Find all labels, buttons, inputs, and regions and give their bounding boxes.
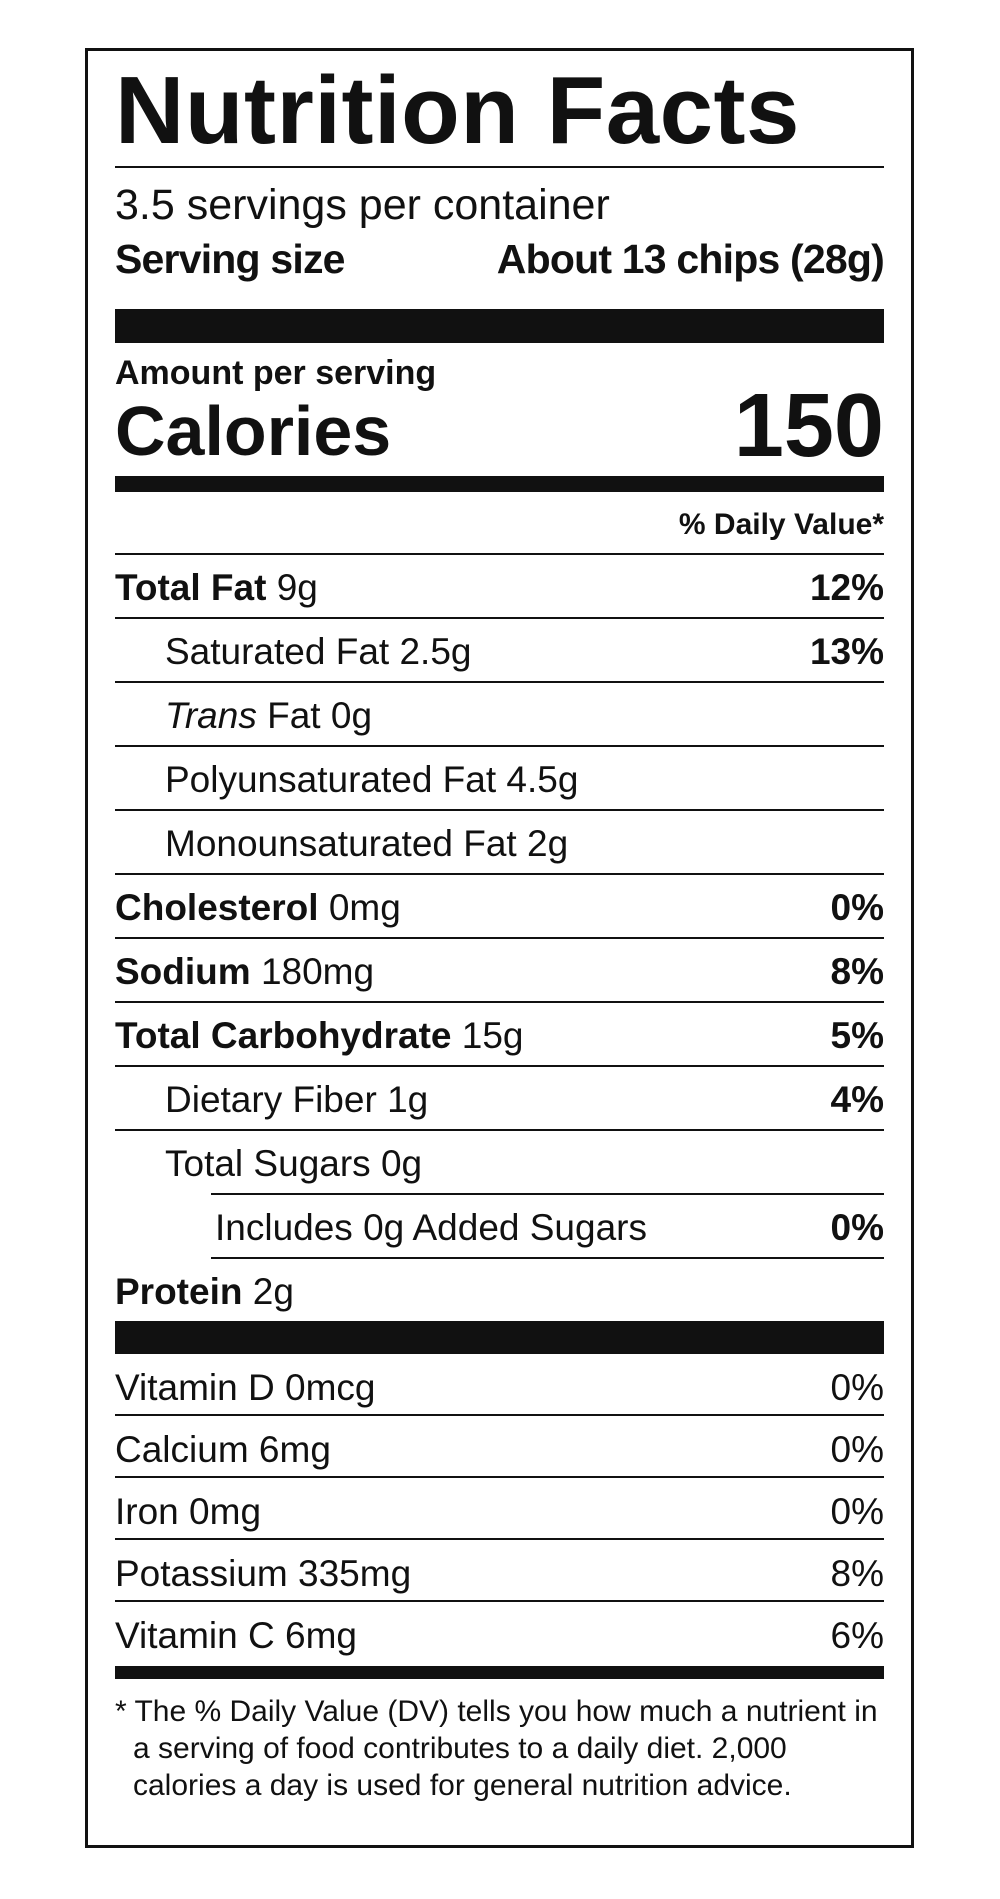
nutrient-amount: 0g	[330, 695, 373, 736]
daily-value: 0%	[830, 1367, 884, 1408]
serving-size: Serving size About 13 chips (28g)	[115, 231, 885, 297]
vitamin-amount: 0mcg	[285, 1367, 376, 1408]
vitamin-row: Potassium 335mg 8%	[115, 1540, 884, 1602]
nutrient: Total Fat 9g	[115, 555, 318, 617]
servings: 3.5 servings per container	[115, 181, 610, 229]
nutrients: Total Fat 9g 12% Saturated Fat 2.5g 13% Tran…	[115, 555, 884, 1321]
nutrient: Includes 0g Added Sugars	[211, 1195, 647, 1257]
daily-value-header: % Daily Value*	[115, 492, 884, 555]
footnote: * The % Daily Value (DV) tells you how m…	[115, 1695, 878, 1802]
nutrient-row: Cholesterol 0mg 0%	[115, 875, 884, 939]
vitamin-row: Vitamin C 6mg 6%	[115, 1602, 884, 1662]
nutrient-amount: 2g	[527, 823, 569, 864]
nutrient-name: Saturated Fat	[165, 631, 390, 672]
vitamin-name: Iron	[115, 1491, 179, 1532]
nutrient: Protein 2g	[115, 1259, 294, 1321]
vitamin: Potassium 335mg	[115, 1540, 411, 1600]
calories-label: Calories	[115, 392, 392, 470]
daily-value: 4%	[830, 1079, 884, 1120]
daily-value: 0%	[830, 887, 884, 928]
nutrient: Dietary Fiber 1g	[115, 1067, 428, 1129]
vitamin-row: Iron 0mg 0%	[115, 1478, 884, 1540]
daily-value: 0%	[830, 1207, 884, 1248]
daily-value: 8%	[830, 1553, 884, 1594]
nutrient: Monounsaturated Fat 2g	[115, 811, 568, 873]
vitamin-amount: 6mg	[258, 1429, 331, 1470]
nutrient-row: Total Fat 9g 12%	[115, 555, 884, 619]
nutrient-row: Trans Fat 0g	[115, 683, 884, 747]
vitamins: Vitamin D 0mcg 0% Calcium 6mg 0% Iron 0mg 0% P…	[115, 1354, 884, 1662]
nutrient-amount: 4.5g	[506, 759, 579, 800]
vitamin-name: Calcium	[115, 1429, 249, 1470]
vitamin-row: Calcium 6mg 0%	[115, 1416, 884, 1478]
nutrient-name: Includes 0g Added Sugars	[215, 1207, 647, 1248]
daily-value: 12%	[809, 567, 884, 608]
nutrient: Saturated Fat 2.5g	[115, 619, 471, 681]
nutrient-name: Fat	[267, 695, 321, 736]
vitamin-name: Vitamin D	[115, 1367, 275, 1408]
vitamin-amount: 6mg	[285, 1615, 357, 1656]
nutrient-amount: 2g	[252, 1271, 294, 1312]
serving-size-value: About 13 chips (28g)	[496, 236, 885, 282]
nutrient-row: Dietary Fiber 1g 4%	[115, 1067, 884, 1131]
nutrient-name: Protein	[115, 1271, 243, 1312]
nutrient-name: Total Sugars	[165, 1143, 371, 1184]
calories-row: Calories 150	[115, 381, 884, 471]
nutrient-name: Sodium	[115, 951, 251, 992]
nutrient-amount: 9g	[276, 567, 318, 608]
nutrient: Total Carbohydrate 15g	[115, 1003, 523, 1065]
nutrient: Cholesterol 0mg	[115, 875, 401, 937]
nutrient: Polyunsaturated Fat 4.5g	[115, 747, 578, 809]
daily-value: 6%	[830, 1615, 884, 1656]
title: Nutrition Facts	[115, 61, 884, 168]
nutrient-amount: 180mg	[260, 951, 375, 992]
nutrient-row: Protein 2g	[115, 1259, 884, 1321]
nutrient: Trans Fat 0g	[115, 683, 372, 745]
nutrient-name: Total Carbohydrate	[115, 1015, 452, 1056]
vitamin-row: Vitamin D 0mcg 0%	[115, 1354, 884, 1416]
divider	[115, 1666, 884, 1679]
nutrition-label: Nutrition Facts 3.5 servings per contain…	[85, 48, 914, 1848]
calories-value: 150	[733, 376, 884, 476]
nutrient-name: Polyunsaturated Fat	[165, 759, 497, 800]
nutrient-amount: 2.5g	[399, 631, 472, 672]
amount-per-serving: Amount per serving	[115, 354, 437, 392]
nutrient-row: Polyunsaturated Fat 4.5g	[115, 747, 884, 811]
vitamin-amount: 335mg	[298, 1553, 412, 1594]
divider	[115, 309, 884, 343]
nutrient-amount: 0g	[380, 1143, 423, 1184]
daily-value: 0%	[830, 1429, 884, 1470]
nutrient-row: Saturated Fat 2.5g 13%	[115, 619, 884, 683]
nutrient: Sodium 180mg	[115, 939, 374, 1001]
nutrient-amount: 15g	[461, 1015, 524, 1056]
vitamin: Vitamin C 6mg	[115, 1602, 357, 1662]
vitamin-amount: 0mg	[189, 1491, 262, 1532]
nutrient-name: Dietary Fiber	[165, 1079, 377, 1120]
daily-value: 0%	[830, 1491, 884, 1532]
nutrient-row: Includes 0g Added Sugars 0%	[211, 1193, 884, 1259]
nutrient-row: Total Sugars 0g	[115, 1131, 884, 1193]
nutrient-name: Total Fat	[115, 567, 267, 608]
nutrient: Total Sugars 0g	[115, 1131, 422, 1193]
nutrient-amount: 1g	[387, 1079, 429, 1120]
vitamin: Calcium 6mg	[115, 1416, 331, 1476]
nutrient-name-italic: Trans	[165, 695, 257, 736]
nutrient-row: Total Carbohydrate 15g 5%	[115, 1003, 884, 1067]
nutrient-row: Monounsaturated Fat 2g	[115, 811, 884, 875]
divider	[115, 1321, 884, 1354]
vitamin: Iron 0mg	[115, 1478, 261, 1538]
daily-value: 13%	[809, 631, 884, 672]
nutrient-row: Sodium 180mg 8%	[115, 939, 884, 1003]
nutrient-name: Monounsaturated Fat	[165, 823, 517, 864]
nutrient-name: Cholesterol	[115, 887, 319, 928]
vitamin-name: Potassium	[115, 1553, 288, 1594]
daily-value: 5%	[830, 1015, 884, 1056]
serving-size-label: Serving size	[115, 236, 345, 282]
vitamin-name: Vitamin C	[115, 1615, 275, 1656]
vitamin: Vitamin D 0mcg	[115, 1354, 375, 1414]
nutrient-amount: 0mg	[328, 887, 401, 928]
daily-value: 8%	[830, 951, 884, 992]
divider	[115, 476, 884, 492]
